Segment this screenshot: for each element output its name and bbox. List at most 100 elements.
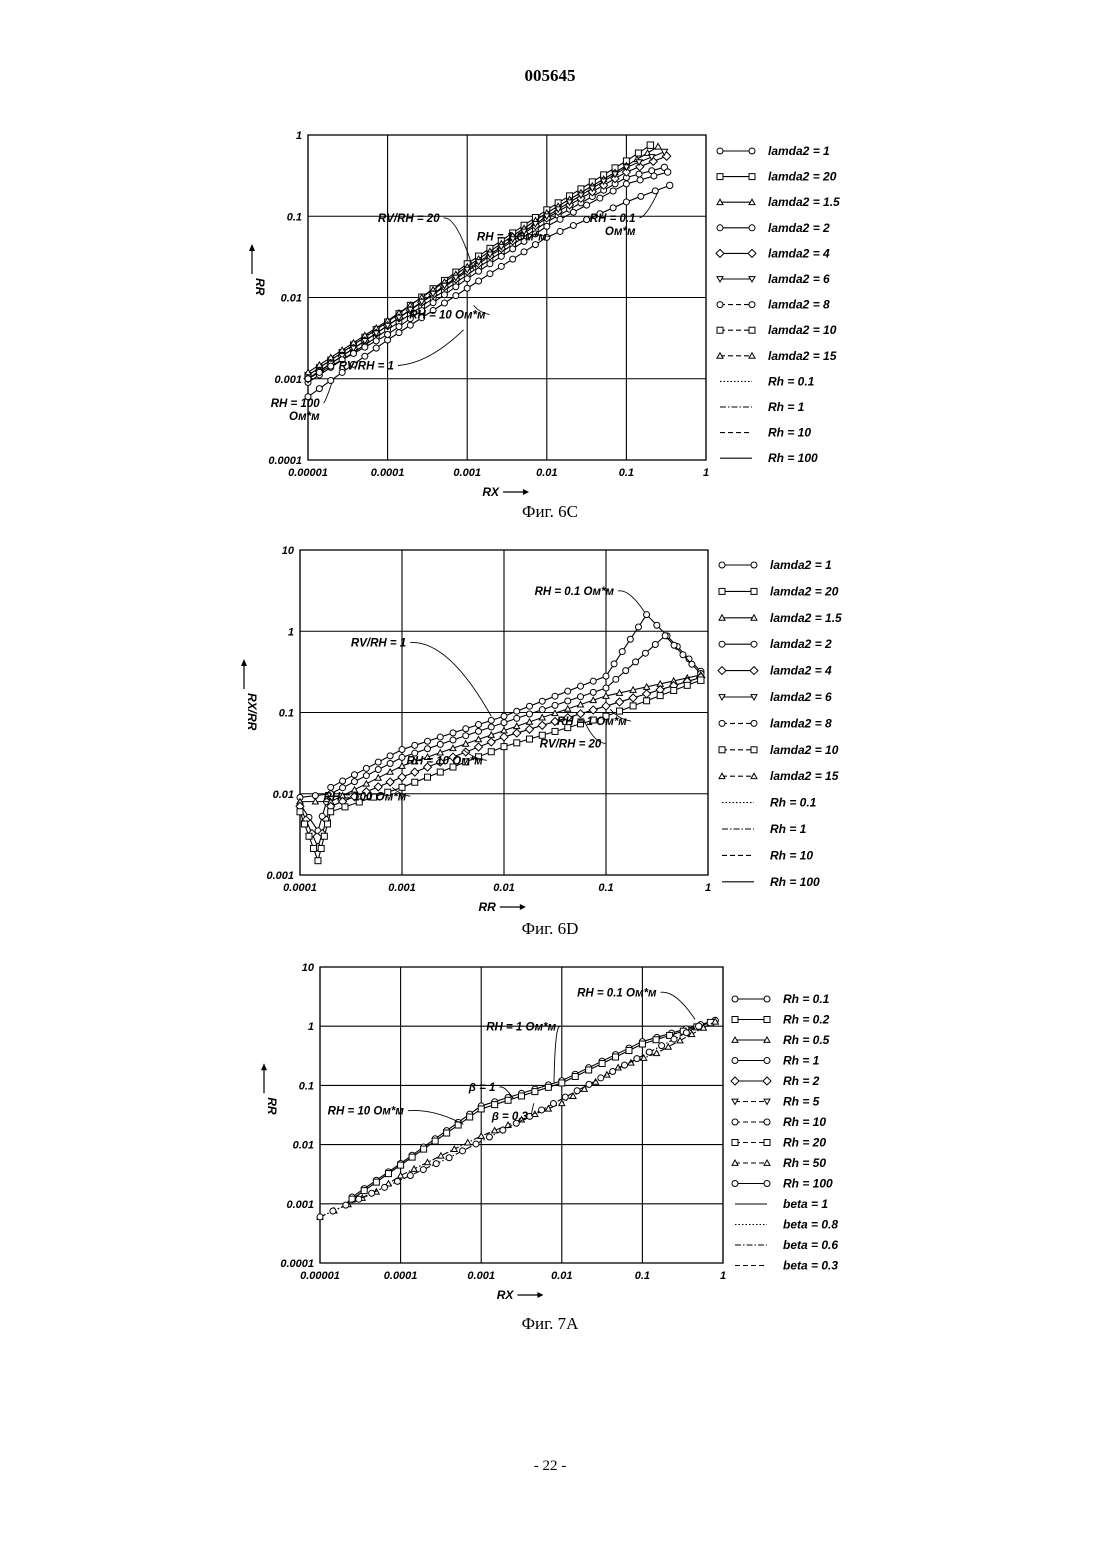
data-point bbox=[453, 293, 459, 299]
legend-marker bbox=[764, 1140, 770, 1146]
data-point bbox=[602, 702, 610, 710]
data-point bbox=[654, 1050, 660, 1055]
legend-marker bbox=[764, 1181, 770, 1187]
y-tick-label: 0.1 bbox=[279, 708, 294, 720]
data-point bbox=[399, 747, 405, 753]
data-point bbox=[513, 729, 521, 737]
data-point bbox=[590, 678, 596, 684]
legend-entry: Rh = 0.2 bbox=[732, 1013, 830, 1027]
data-point bbox=[652, 641, 658, 647]
data-point bbox=[514, 715, 520, 721]
data-point bbox=[486, 1134, 492, 1140]
legend-label: Rh = 5 bbox=[783, 1095, 820, 1109]
data-point bbox=[498, 263, 504, 269]
data-point bbox=[604, 1072, 610, 1077]
data-point bbox=[409, 1154, 415, 1160]
legend-entry: lamda2 = 20 bbox=[719, 584, 839, 598]
data-point bbox=[633, 659, 639, 665]
series-line bbox=[308, 167, 664, 382]
data-point bbox=[642, 650, 648, 656]
data-point bbox=[363, 773, 369, 779]
y-tick-label: 0.001 bbox=[274, 374, 302, 386]
data-point bbox=[396, 324, 402, 330]
data-point bbox=[659, 1043, 665, 1049]
legend-entry: lamda2 = 15 bbox=[719, 769, 839, 783]
legend-marker bbox=[751, 720, 757, 726]
legend-label: Rh = 100 bbox=[783, 1177, 833, 1191]
data-point bbox=[565, 688, 571, 694]
data-point bbox=[500, 1127, 506, 1133]
legend-label: lamda2 = 1.5 bbox=[770, 611, 842, 625]
legend-marker bbox=[732, 1058, 738, 1064]
data-point bbox=[420, 1167, 426, 1173]
data-point bbox=[646, 1049, 652, 1055]
legend-label: lamda2 = 4 bbox=[770, 664, 832, 678]
data-point bbox=[492, 1102, 498, 1108]
data-point bbox=[478, 1106, 484, 1112]
data-point bbox=[387, 769, 393, 774]
data-point bbox=[463, 726, 469, 732]
x-tick-label: 0.0001 bbox=[384, 1270, 418, 1282]
annotation-label: RH = 0.1 Ом*м bbox=[577, 987, 657, 999]
legend-marker bbox=[749, 225, 755, 231]
legend-marker bbox=[719, 588, 725, 594]
legend-marker bbox=[719, 747, 725, 753]
data-point bbox=[644, 698, 650, 704]
annotation-leader bbox=[398, 330, 464, 366]
legend-entry: Rh = 10 bbox=[722, 848, 813, 862]
data-point bbox=[437, 741, 443, 747]
y-tick-label: 10 bbox=[302, 962, 315, 974]
legend-entry: Rh = 1 bbox=[722, 822, 807, 836]
data-point bbox=[654, 622, 660, 628]
data-point bbox=[310, 845, 316, 851]
data-point bbox=[399, 754, 405, 760]
data-point bbox=[616, 698, 624, 706]
legend-entry: Rh = 50 bbox=[732, 1156, 826, 1170]
data-point bbox=[412, 779, 418, 785]
data-point bbox=[635, 624, 641, 630]
data-point bbox=[343, 1202, 349, 1208]
data-point bbox=[557, 216, 563, 222]
data-point bbox=[626, 1048, 632, 1054]
legend-label: lamda2 = 4 bbox=[768, 246, 830, 260]
data-point bbox=[387, 753, 393, 759]
data-point bbox=[411, 768, 419, 776]
legend-label: lamda2 = 15 bbox=[770, 769, 839, 783]
data-point bbox=[559, 1080, 565, 1086]
figure-6d-caption: Фиг. 6D bbox=[0, 919, 1100, 939]
data-point bbox=[574, 1088, 580, 1094]
data-point bbox=[526, 725, 534, 733]
data-point bbox=[321, 833, 327, 839]
x-axis-arrowhead bbox=[523, 489, 529, 495]
legend-marker bbox=[751, 562, 757, 568]
legend-marker bbox=[764, 1017, 770, 1023]
data-point bbox=[578, 694, 584, 700]
series-4 bbox=[305, 164, 668, 385]
data-point bbox=[316, 386, 322, 392]
legend-label: Rh = 0.1 bbox=[770, 796, 817, 810]
legend-marker bbox=[732, 1140, 738, 1146]
data-point bbox=[362, 344, 368, 350]
data-point bbox=[527, 703, 533, 709]
x-tick-label: 0.001 bbox=[453, 467, 481, 479]
annotation-leader bbox=[618, 591, 645, 613]
legend-marker bbox=[717, 327, 723, 333]
legend-entry: lamda2 = 15 bbox=[717, 349, 837, 363]
data-point bbox=[369, 1190, 375, 1196]
x-tick-label: 0.001 bbox=[467, 1270, 495, 1282]
data-point bbox=[325, 821, 331, 827]
data-point bbox=[438, 1153, 444, 1158]
data-point bbox=[557, 228, 563, 234]
legend-marker bbox=[732, 1119, 738, 1125]
legend-entry: lamda2 = 10 bbox=[717, 323, 837, 337]
figure-6c: 0.000010.00010.0010.010.110.00010.0010.0… bbox=[0, 125, 1100, 500]
data-point bbox=[598, 1075, 604, 1081]
data-point bbox=[437, 734, 443, 740]
legend-marker bbox=[749, 174, 755, 180]
data-point bbox=[696, 1023, 702, 1029]
data-point bbox=[584, 217, 590, 223]
y-axis-arrowhead bbox=[261, 1063, 267, 1070]
y-tick-label: 0.001 bbox=[266, 870, 294, 882]
legend-label: beta = 0.6 bbox=[783, 1238, 838, 1252]
data-point bbox=[630, 703, 636, 709]
